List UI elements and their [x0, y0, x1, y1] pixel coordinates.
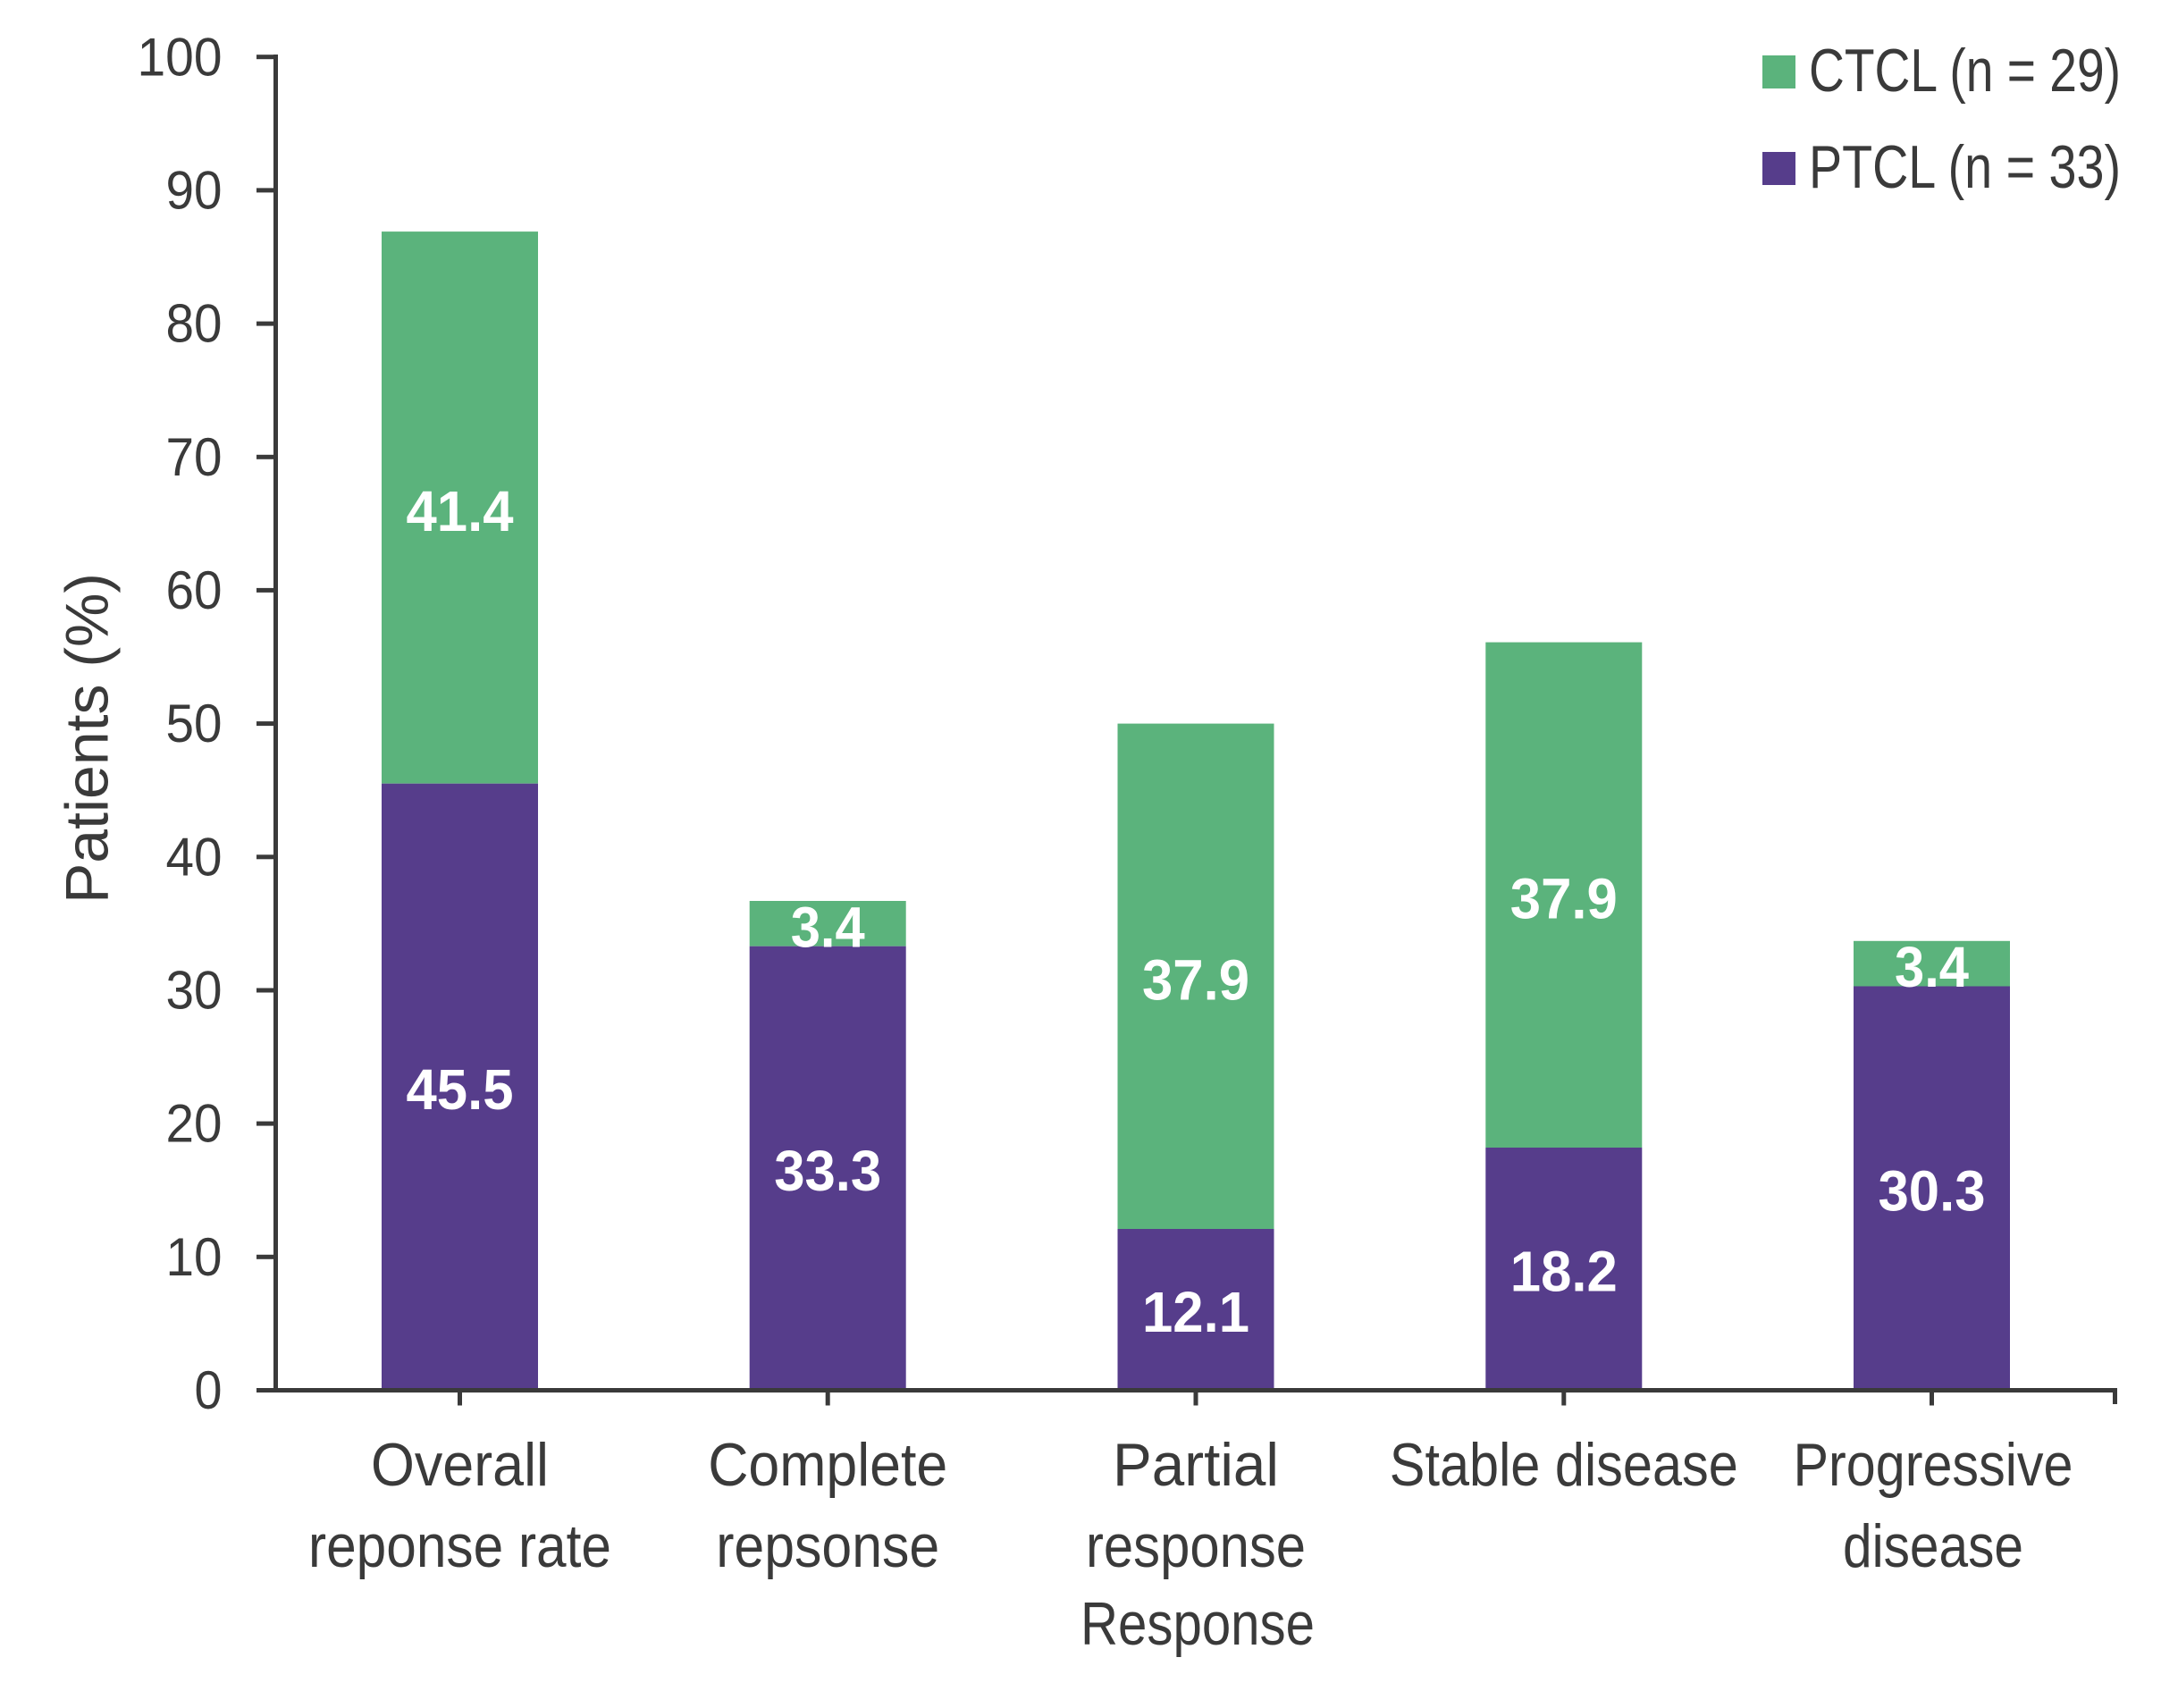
svg-text:3.4: 3.4	[1895, 935, 1969, 999]
svg-text:45.5: 45.5	[407, 1057, 514, 1122]
svg-text:70: 70	[166, 427, 223, 487]
svg-text:50: 50	[166, 694, 223, 753]
svg-text:Response: Response	[1080, 1590, 1315, 1658]
svg-text:Overall: Overall	[371, 1431, 549, 1499]
svg-text:reponse rate: reponse rate	[308, 1512, 611, 1580]
svg-text:37.9: 37.9	[1510, 866, 1618, 930]
svg-text:CTCL (n = 29): CTCL (n = 29)	[1809, 37, 2121, 105]
svg-text:Progressive: Progressive	[1794, 1431, 2073, 1499]
svg-text:disease: disease	[1843, 1512, 2023, 1580]
svg-text:30: 30	[166, 961, 223, 1021]
svg-text:10: 10	[166, 1227, 223, 1287]
svg-text:33.3: 33.3	[774, 1139, 881, 1203]
svg-text:41.4: 41.4	[407, 479, 514, 543]
svg-text:Partial: Partial	[1113, 1431, 1279, 1499]
svg-text:repsonse: repsonse	[716, 1512, 939, 1580]
svg-text:response: response	[1086, 1512, 1306, 1580]
svg-text:40: 40	[166, 827, 223, 887]
svg-text:90: 90	[166, 161, 223, 221]
svg-text:Complete: Complete	[708, 1431, 947, 1499]
svg-text:12.1: 12.1	[1142, 1280, 1249, 1344]
svg-text:100: 100	[138, 27, 223, 87]
svg-text:PTCL (n = 33): PTCL (n = 33)	[1809, 133, 2121, 201]
svg-text:3.4: 3.4	[791, 895, 865, 959]
svg-text:60: 60	[166, 560, 223, 620]
svg-text:30.3: 30.3	[1879, 1158, 1986, 1223]
svg-text:Patients (%): Patients (%)	[54, 573, 122, 904]
svg-text:80: 80	[166, 294, 223, 354]
svg-text:37.9: 37.9	[1142, 947, 1249, 1012]
svg-text:18.2: 18.2	[1510, 1240, 1618, 1304]
svg-text:20: 20	[166, 1094, 223, 1154]
svg-text:0: 0	[195, 1360, 223, 1420]
svg-text:Stable disease: Stable disease	[1390, 1431, 1738, 1499]
